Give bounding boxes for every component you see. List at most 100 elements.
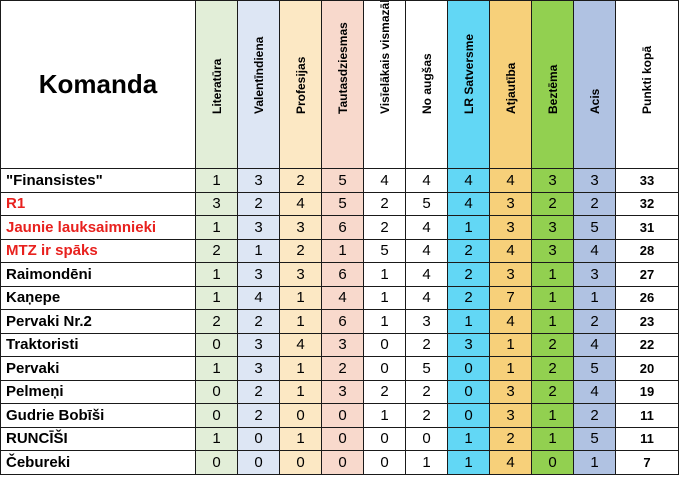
category-label: No augšas — [419, 53, 434, 114]
score-cell: 0 — [279, 403, 322, 428]
category-header: Visīelākais vismazākais — [363, 0, 406, 169]
category-header: Valentīndiena — [237, 0, 280, 169]
score-cell: 5 — [363, 238, 406, 263]
category-header: Tautasdziesmas — [321, 0, 364, 169]
category-label: Valentīndiena — [251, 36, 266, 114]
score-cell: 3 — [489, 403, 532, 428]
table-row: "Finansistes" 1 3 2 5 4 4 4 4 3 3 33 — [0, 168, 679, 193]
score-cell: 1 — [531, 285, 574, 310]
category-label: Atjautība — [503, 62, 518, 114]
total-cell: 31 — [615, 215, 679, 240]
category-header: Profesijas — [279, 0, 322, 169]
score-cell: 4 — [405, 262, 448, 287]
score-cell: 3 — [195, 191, 238, 216]
score-cell: 1 — [531, 426, 574, 451]
total-cell: 7 — [615, 450, 679, 475]
score-cell: 0 — [363, 356, 406, 381]
score-cell: 0 — [447, 356, 490, 381]
score-cell: 4 — [363, 168, 406, 193]
score-cell: 4 — [405, 285, 448, 310]
category-label: Literatūra — [209, 58, 224, 114]
table-row: R1 3 2 4 5 2 5 4 3 2 2 32 — [0, 191, 679, 216]
team-name: Traktoristi — [0, 332, 196, 357]
score-cell: 2 — [363, 215, 406, 240]
score-cell: 3 — [447, 332, 490, 357]
score-cell: 1 — [195, 262, 238, 287]
table-row: Čebureki 0 0 0 0 0 1 1 4 0 1 7 — [0, 450, 679, 475]
score-cell: 0 — [321, 450, 364, 475]
score-cell: 2 — [447, 238, 490, 263]
score-cell: 5 — [321, 191, 364, 216]
score-cell: 1 — [405, 450, 448, 475]
score-cell: 3 — [573, 168, 616, 193]
score-cell: 1 — [447, 309, 490, 334]
score-cell: 5 — [573, 215, 616, 240]
score-cell: 2 — [279, 168, 322, 193]
score-cell: 2 — [573, 191, 616, 216]
team-name: "Finansistes" — [0, 168, 196, 193]
score-cell: 1 — [531, 262, 574, 287]
score-cell: 3 — [573, 262, 616, 287]
score-cell: 6 — [321, 262, 364, 287]
team-name: Pervaki — [0, 356, 196, 381]
team-name: RUNCĪŠI — [0, 426, 196, 451]
total-cell: 19 — [615, 379, 679, 404]
score-cell: 3 — [531, 168, 574, 193]
score-cell: 2 — [531, 332, 574, 357]
table-row: Gudrie Bobīši 0 2 0 0 1 2 0 3 1 2 11 — [0, 403, 679, 428]
total-cell: 27 — [615, 262, 679, 287]
score-cell: 1 — [279, 356, 322, 381]
score-cell: 1 — [573, 285, 616, 310]
total-cell: 11 — [615, 426, 679, 451]
category-label: Profesijas — [293, 56, 308, 114]
table-row: Raimondēni 1 3 3 6 1 4 2 3 1 3 27 — [0, 262, 679, 287]
score-cell: 0 — [237, 426, 280, 451]
score-cell: 0 — [363, 426, 406, 451]
score-cell: 3 — [405, 309, 448, 334]
score-cell: 3 — [237, 215, 280, 240]
score-cell: 2 — [405, 403, 448, 428]
team-name: Pelmeņi — [0, 379, 196, 404]
score-cell: 5 — [321, 168, 364, 193]
score-cell: 3 — [237, 356, 280, 381]
score-cell: 4 — [279, 191, 322, 216]
score-cell: 2 — [363, 379, 406, 404]
score-cell: 0 — [321, 403, 364, 428]
team-name: Kaņepe — [0, 285, 196, 310]
score-cell: 0 — [447, 379, 490, 404]
table-body: "Finansistes" 1 3 2 5 4 4 4 4 3 3 33 R1 3 2 4 5 2 5 4 3 2 2 32 J… — [0, 168, 679, 475]
category-label: Punkti kopā — [640, 45, 654, 114]
score-cell: 0 — [195, 450, 238, 475]
score-cell: 5 — [573, 426, 616, 451]
score-cell: 4 — [447, 191, 490, 216]
score-cell: 2 — [237, 191, 280, 216]
score-cell: 6 — [321, 309, 364, 334]
score-cell: 2 — [447, 285, 490, 310]
total-cell: 26 — [615, 285, 679, 310]
team-name: Čebureki — [0, 450, 196, 475]
score-cell: 2 — [279, 238, 322, 263]
score-cell: 1 — [363, 309, 406, 334]
score-cell: 3 — [489, 215, 532, 240]
score-cell: 0 — [279, 450, 322, 475]
score-cell: 0 — [195, 379, 238, 404]
score-cell: 3 — [279, 262, 322, 287]
table-row: MTZ ir spāks 2 1 2 1 5 4 2 4 3 4 28 — [0, 238, 679, 263]
team-name: Pervaki Nr.2 — [0, 309, 196, 334]
score-cell: 1 — [195, 168, 238, 193]
score-cell: 4 — [573, 379, 616, 404]
category-label: Beztēma — [545, 64, 560, 114]
total-cell: 20 — [615, 356, 679, 381]
score-cell: 3 — [237, 262, 280, 287]
category-header: Punkti kopā — [615, 0, 679, 169]
score-cell: 3 — [489, 262, 532, 287]
score-cell: 2 — [195, 238, 238, 263]
team-name: Jaunie lauksaimnieki — [0, 215, 196, 240]
score-cell: 2 — [363, 191, 406, 216]
score-cell: 2 — [447, 262, 490, 287]
score-cell: 4 — [237, 285, 280, 310]
score-cell: 1 — [447, 215, 490, 240]
score-cell: 0 — [195, 332, 238, 357]
score-cell: 4 — [489, 309, 532, 334]
score-cell: 3 — [531, 215, 574, 240]
